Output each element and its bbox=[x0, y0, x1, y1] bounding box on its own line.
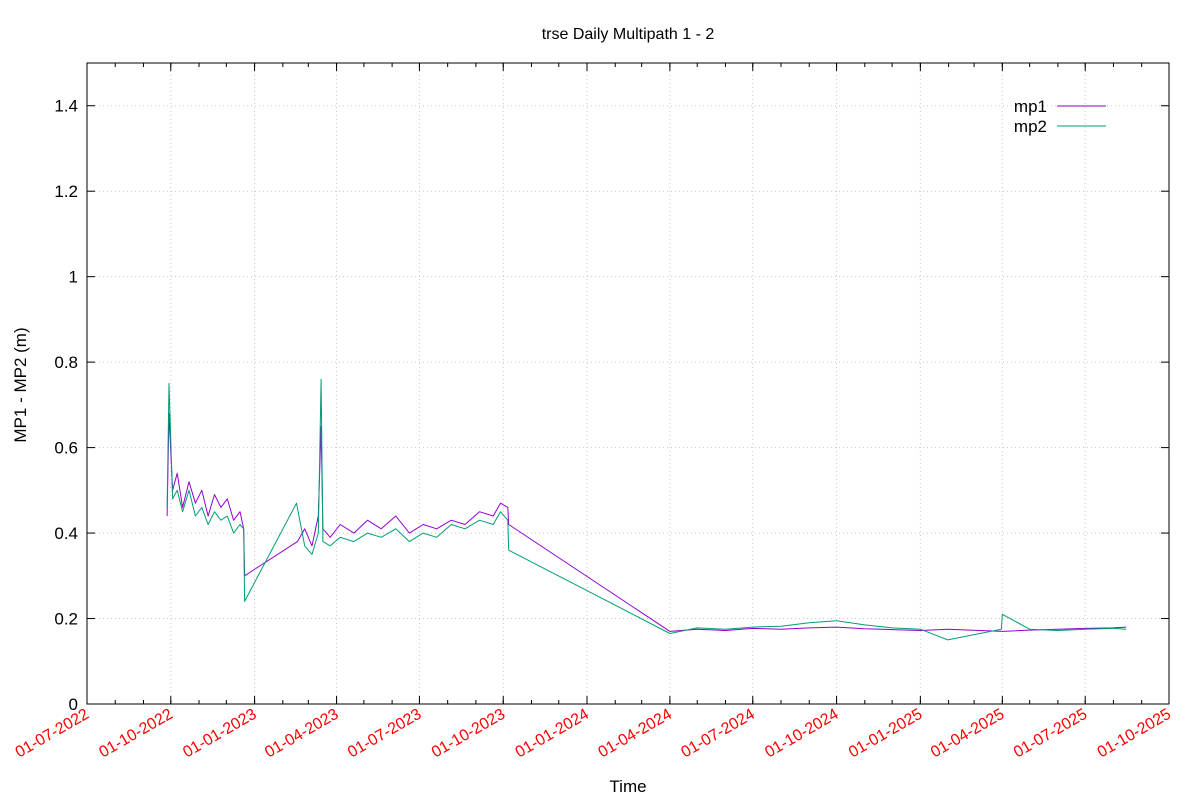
x-tick-label: 01-01-2023 bbox=[180, 706, 259, 762]
x-tick-label: 01-04-2024 bbox=[596, 706, 675, 762]
legend-label-mp1: mp1 bbox=[1014, 97, 1047, 116]
x-tick-label: 01-10-2024 bbox=[762, 706, 841, 762]
x-tick-label: 01-01-2025 bbox=[846, 706, 925, 762]
y-tick-label: 0.8 bbox=[54, 353, 78, 372]
y-tick-label: 1.4 bbox=[54, 97, 78, 116]
plot-frame bbox=[87, 63, 1169, 704]
y-tick-labels: 00.20.40.60.811.21.4 bbox=[54, 97, 78, 714]
y-tick-label: 1.2 bbox=[54, 182, 78, 201]
series-lines bbox=[167, 379, 1126, 640]
series-line-mp1 bbox=[167, 413, 1126, 631]
x-tick-label: 01-07-2025 bbox=[1011, 706, 1090, 762]
series-line-mp2 bbox=[167, 379, 1126, 640]
grid bbox=[87, 63, 1169, 704]
y-axis-label: MP1 - MP2 (m) bbox=[11, 327, 30, 442]
x-tick-label: 01-07-2022 bbox=[13, 706, 92, 762]
y-tick-label: 0.2 bbox=[54, 610, 78, 629]
x-axis-label: Time bbox=[609, 777, 646, 796]
x-tick-label: 01-04-2025 bbox=[928, 706, 1007, 762]
legend-label-mp2: mp2 bbox=[1014, 117, 1047, 136]
x-tick-label: 01-10-2022 bbox=[96, 706, 175, 762]
x-tick-label: 01-04-2023 bbox=[262, 706, 341, 762]
x-tick-label: 01-07-2023 bbox=[345, 706, 424, 762]
x-tick-label: 01-10-2025 bbox=[1095, 706, 1174, 762]
chart-title: trse Daily Multipath 1 - 2 bbox=[542, 26, 715, 43]
x-tick-label: 01-07-2024 bbox=[678, 706, 757, 762]
x-tick-label: 01-01-2024 bbox=[513, 706, 592, 762]
y-tick-label: 0.6 bbox=[54, 439, 78, 458]
x-tick-label: 01-10-2023 bbox=[429, 706, 508, 762]
axis-ticks bbox=[87, 63, 1169, 704]
y-tick-label: 0.4 bbox=[54, 524, 78, 543]
y-tick-label: 1 bbox=[69, 268, 78, 287]
x-tick-labels: 01-07-2022 01-10-2022 01-01-2023 01-04-2023… bbox=[13, 706, 1174, 762]
